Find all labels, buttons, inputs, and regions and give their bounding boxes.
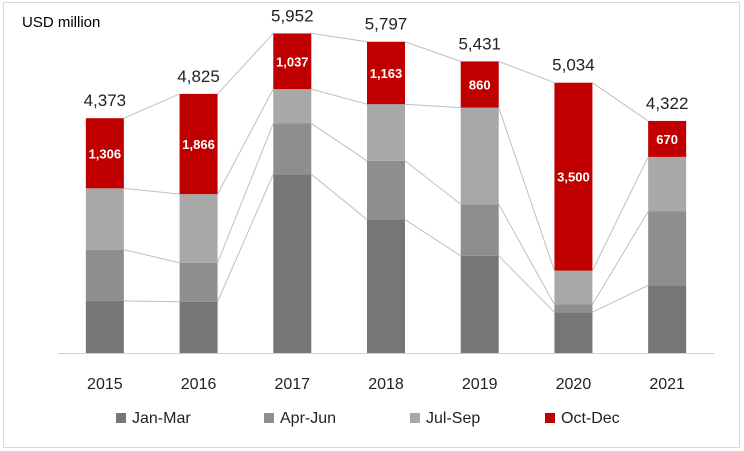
bar-oct-dec-2017 [273, 33, 312, 90]
connector-line [217, 88, 274, 195]
data-label-oct-dec: 670 [656, 132, 678, 147]
bar-oct-dec-2018 [367, 41, 405, 105]
bar-apr-jun-2017 [273, 123, 312, 175]
connector-line [404, 41, 461, 62]
bar-jul-sep-2019 [460, 107, 499, 205]
total-label: 5,431 [458, 34, 501, 53]
legend-swatch-oct-dec [545, 413, 555, 423]
x-tick-label: 2019 [462, 376, 498, 393]
connector-line [217, 33, 274, 95]
total-label: 5,952 [271, 6, 314, 25]
legend-swatch-jan-mar [116, 413, 126, 423]
legend-label-oct-dec: Oct-Dec [561, 410, 620, 427]
connector-line [498, 204, 555, 305]
bar-oct-dec-2020 [554, 82, 593, 271]
connector-line [592, 284, 649, 313]
bar-jan-mar-2020 [554, 312, 593, 353]
x-tick-label: 2016 [181, 376, 217, 393]
connector-line [311, 123, 368, 162]
connector-line [404, 219, 461, 257]
x-tick-label: 2021 [649, 376, 685, 393]
bar-jul-sep-2016 [179, 194, 218, 263]
bar-jul-sep-2017 [273, 89, 312, 124]
connector-line [498, 255, 555, 313]
bar-oct-dec-2016 [179, 93, 218, 195]
data-label-oct-dec: 1,306 [89, 146, 122, 161]
connector-line [498, 60, 555, 84]
data-label-oct-dec: 860 [469, 77, 491, 92]
bar-apr-jun-2020 [554, 304, 593, 313]
bar-apr-jun-2015 [85, 249, 124, 301]
bar-jan-mar-2015 [85, 300, 124, 353]
connector-line [217, 174, 274, 302]
legend-label-jul-sep: Jul-Sep [426, 410, 480, 427]
data-label-oct-dec: 3,500 [557, 170, 590, 185]
connector-line [217, 123, 274, 263]
bar-oct-dec-2015 [85, 118, 124, 189]
connector-line [404, 160, 462, 205]
y-axis-label: USD million [22, 14, 101, 31]
bar-jul-sep-2021 [648, 156, 687, 212]
bar-jan-mar-2018 [367, 219, 405, 353]
connector-line [404, 103, 461, 109]
bar-oct-dec-2019 [460, 61, 499, 108]
legend-swatch-apr-jun [264, 413, 274, 423]
bar-apr-jun-2018 [367, 160, 405, 220]
x-tick-label: 2018 [368, 376, 404, 393]
connector-line [123, 300, 180, 303]
connector-line [123, 187, 180, 195]
data-label-oct-dec: 1,037 [276, 54, 309, 69]
legend-label-jan-mar: Jan-Mar [132, 410, 191, 427]
connector-line [498, 107, 555, 271]
connector-line [591, 156, 649, 271]
bar-apr-jun-2021 [648, 211, 687, 286]
bar-jul-sep-2015 [85, 188, 124, 250]
x-tick-label: 2020 [556, 376, 592, 393]
total-label: 4,825 [177, 67, 220, 86]
bar-jul-sep-2020 [554, 270, 593, 305]
connector-line [311, 88, 368, 105]
legend-swatch-jul-sep [410, 413, 420, 423]
connector-line [123, 93, 180, 119]
bar-oct-dec-2021 [648, 120, 687, 157]
x-tick-label: 2015 [87, 376, 123, 393]
bar-jan-mar-2019 [460, 255, 499, 353]
bar-apr-jun-2016 [179, 262, 218, 302]
total-label: 5,797 [365, 15, 408, 34]
data-label-oct-dec: 1,866 [182, 137, 215, 152]
x-tick-label: 2017 [274, 376, 310, 393]
bar-jan-mar-2016 [179, 301, 218, 353]
legend-label-apr-jun: Apr-Jun [280, 410, 336, 427]
total-label: 4,322 [646, 94, 689, 113]
connector-line [592, 82, 649, 122]
bar-apr-jun-2019 [460, 204, 499, 256]
total-label: 5,034 [552, 56, 595, 75]
data-label-oct-dec: 1,163 [370, 66, 403, 81]
bar-jul-sep-2018 [367, 104, 405, 161]
bar-jan-mar-2021 [648, 285, 687, 353]
connector-line [591, 211, 649, 305]
connector-line [311, 32, 368, 43]
bar-jan-mar-2017 [273, 174, 312, 353]
connector-line [123, 249, 180, 264]
total-label: 4,373 [84, 91, 127, 110]
connector-line [310, 173, 368, 220]
